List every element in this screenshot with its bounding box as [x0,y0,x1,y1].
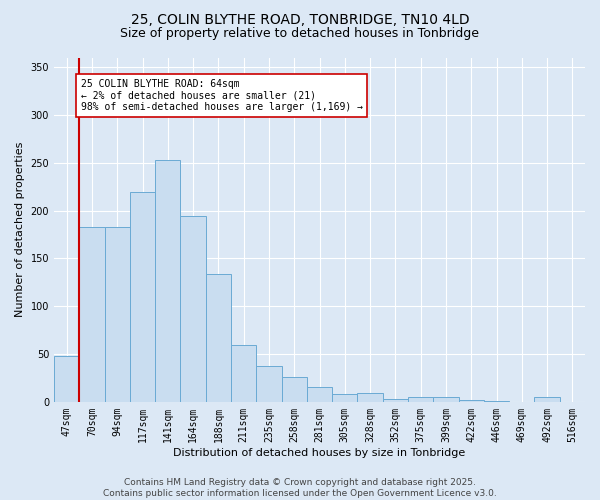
Bar [358,393,383,402]
Bar [383,399,408,402]
Bar [231,346,256,402]
Bar [433,397,458,402]
Bar [535,397,560,402]
Text: Size of property relative to detached houses in Tonbridge: Size of property relative to detached ho… [121,28,479,40]
X-axis label: Distribution of detached houses by size in Tonbridge: Distribution of detached houses by size … [173,448,466,458]
Bar [104,227,130,402]
Bar [307,388,332,402]
Text: Contains HM Land Registry data © Crown copyright and database right 2025.
Contai: Contains HM Land Registry data © Crown c… [103,478,497,498]
Text: 25 COLIN BLYTHE ROAD: 64sqm
← 2% of detached houses are smaller (21)
98% of semi: 25 COLIN BLYTHE ROAD: 64sqm ← 2% of deta… [80,78,362,112]
Bar [181,216,206,402]
Bar [130,192,155,402]
Bar [332,394,358,402]
Bar [484,401,509,402]
Bar [408,397,433,402]
Bar [458,400,484,402]
Bar [155,160,181,402]
Y-axis label: Number of detached properties: Number of detached properties [15,142,25,318]
Bar [206,274,231,402]
Bar [79,227,104,402]
Bar [281,377,307,402]
Bar [54,356,79,402]
Text: 25, COLIN BLYTHE ROAD, TONBRIDGE, TN10 4LD: 25, COLIN BLYTHE ROAD, TONBRIDGE, TN10 4… [131,12,469,26]
Bar [256,366,281,402]
